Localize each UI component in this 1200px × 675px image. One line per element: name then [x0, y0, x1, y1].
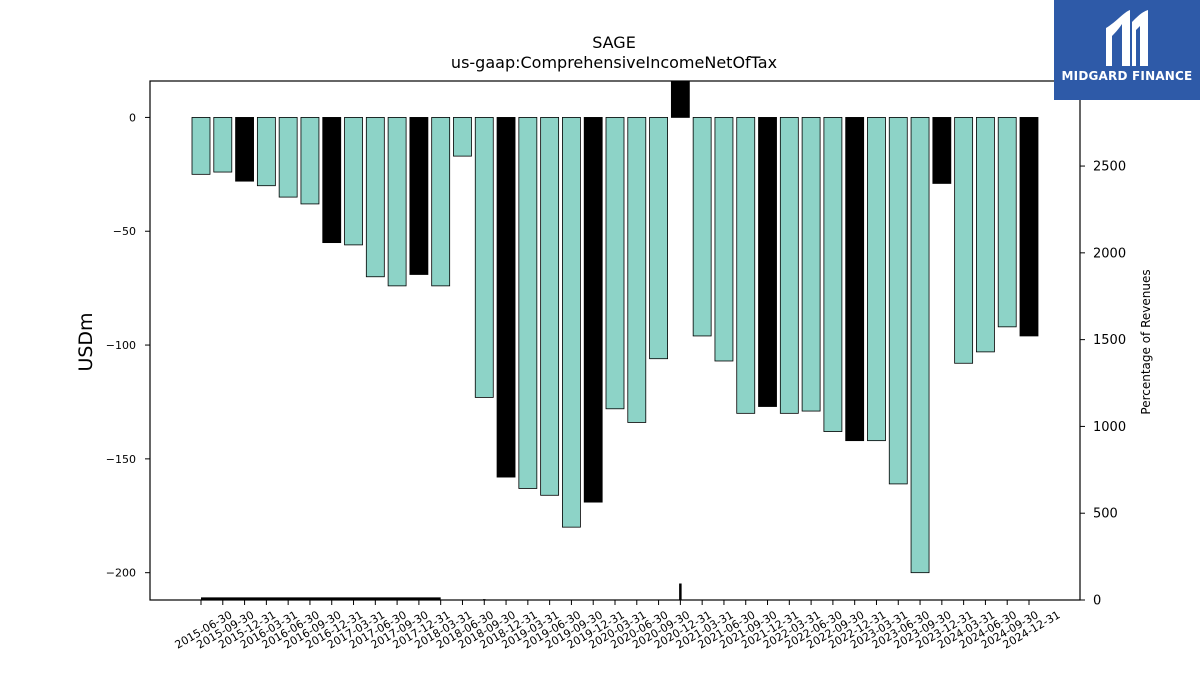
bar-2016-12-31	[322, 117, 342, 244]
bar-2019-12-31	[583, 117, 603, 503]
bar-2024-06-30	[976, 117, 995, 353]
y2-tick-label: 2500	[1093, 160, 1126, 175]
bar-2017-09-30	[387, 117, 407, 287]
bar-2016-06-30	[278, 117, 298, 198]
y-axis-left: 0 −50 −100 −150 −200	[106, 111, 150, 580]
bar-2018-06-30	[453, 117, 472, 157]
bar-2024-12-31	[1019, 117, 1039, 337]
bar-2020-12-31	[670, 80, 690, 118]
chart-title: SAGE	[592, 33, 636, 52]
bar-2022-09-30	[823, 117, 843, 432]
y-tick-label: −100	[106, 339, 136, 352]
bar-2023-09-30	[910, 117, 930, 574]
y2-tick-label: 0	[1093, 594, 1101, 609]
y-tick-label: −50	[113, 225, 136, 238]
bar-2021-09-30	[736, 117, 756, 414]
y-tick-label: 0	[129, 111, 136, 124]
bar-2018-12-31	[496, 117, 516, 478]
bars	[191, 80, 1039, 574]
brand-logo: MIDGARD FINANCE	[1054, 0, 1200, 100]
pct-of-revenues-series	[201, 583, 682, 600]
x-axis: 2015-06-302015-09-302015-12-312016-03-31…	[173, 600, 1063, 652]
bar-2018-09-30	[474, 117, 494, 398]
y-tick-label: −200	[106, 567, 136, 580]
bar-2022-03-31	[779, 117, 799, 414]
bar-2024-03-31	[954, 117, 974, 364]
chart-subtitle: us-gaap:ComprehensiveIncomeNetOfTax	[451, 53, 777, 72]
y2-tick-label: 1000	[1093, 420, 1126, 435]
bar-2021-06-30	[714, 117, 734, 362]
y-axis-right: 0 500 1000 1500 2000 2500	[1080, 160, 1126, 609]
bar-2023-12-31	[932, 117, 952, 184]
y-tick-label: −150	[106, 453, 136, 466]
bar-2017-03-31	[344, 117, 363, 246]
bar-2022-12-31	[845, 117, 865, 442]
bar-2017-06-30	[365, 117, 385, 278]
y2-tick-label: 500	[1093, 507, 1118, 522]
bar-2018-03-31	[431, 117, 451, 287]
bar-2021-03-31	[692, 117, 712, 337]
y2-axis-label: Percentage of Revenues	[1139, 269, 1153, 414]
bar-2019-06-30	[540, 117, 560, 496]
bar-2015-12-31	[235, 117, 254, 182]
y-axis-label: USDm	[75, 312, 97, 371]
bar-2020-03-31	[605, 117, 625, 410]
logo-mark-icon	[1106, 10, 1148, 66]
bar-2015-09-30	[213, 117, 233, 173]
bar-2015-06-30	[191, 117, 211, 175]
bar-2017-12-31	[409, 117, 429, 275]
bar-2020-09-30	[649, 117, 668, 360]
bar-2021-12-31	[758, 117, 777, 407]
bar-2020-06-30	[627, 117, 647, 423]
bar-2016-09-30	[300, 117, 320, 205]
bar-2019-09-30	[562, 117, 581, 528]
bar-2016-03-31	[256, 117, 276, 187]
bar-2023-03-31	[867, 117, 886, 442]
bar-2024-09-30	[997, 117, 1017, 328]
logo-text: MIDGARD FINANCE	[1061, 69, 1193, 83]
bar-2019-03-31	[518, 117, 538, 489]
bar-2023-06-30	[888, 117, 908, 485]
bar-2022-06-30	[801, 117, 821, 412]
y2-tick-label: 1500	[1093, 333, 1126, 348]
y2-tick-label: 2000	[1093, 246, 1126, 261]
